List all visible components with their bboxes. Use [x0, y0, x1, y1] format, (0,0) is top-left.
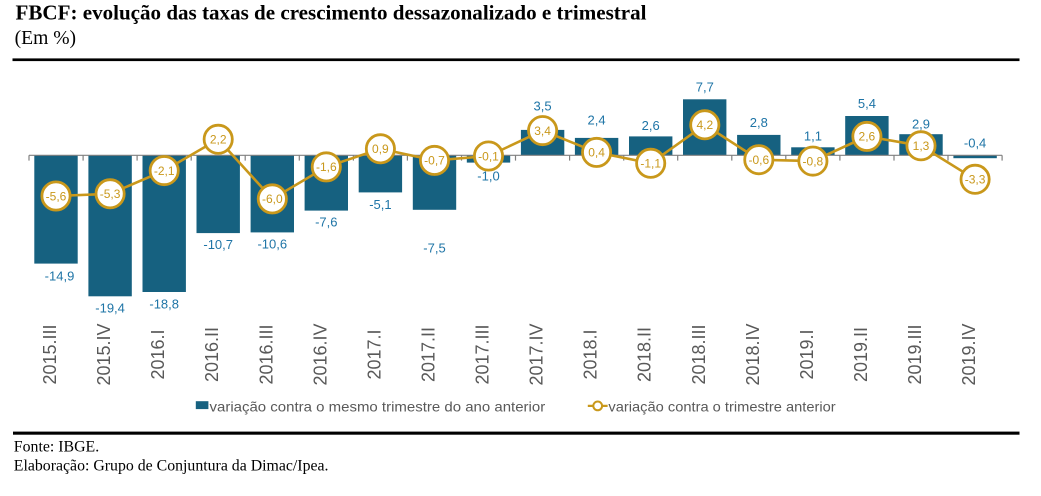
svg-text:2019.III: 2019.III	[905, 324, 925, 384]
svg-text:2,8: 2,8	[750, 115, 768, 130]
svg-text:Fonte: IBGE.: Fonte: IBGE.	[14, 439, 99, 456]
svg-text:-18,8: -18,8	[149, 296, 179, 311]
svg-text:4,2: 4,2	[696, 118, 713, 132]
svg-text:-6,0: -6,0	[262, 192, 283, 206]
svg-text:-5,6: -5,6	[46, 189, 67, 203]
svg-text:2018.I: 2018.I	[581, 329, 601, 379]
svg-text:-3,3: -3,3	[965, 173, 986, 187]
svg-text:-7,5: -7,5	[423, 240, 445, 255]
svg-text:3,4: 3,4	[534, 124, 551, 138]
svg-text:2019.I: 2019.I	[797, 329, 817, 379]
svg-text:2015.IV: 2015.IV	[94, 323, 114, 385]
svg-text:2,6: 2,6	[859, 130, 876, 144]
svg-text:2,9: 2,9	[912, 117, 930, 132]
svg-text:2016.I: 2016.I	[148, 329, 168, 379]
svg-text:2017.IV: 2017.IV	[527, 323, 547, 385]
svg-text:-0,1: -0,1	[478, 149, 499, 163]
svg-text:5,4: 5,4	[858, 96, 876, 111]
svg-text:-5,1: -5,1	[369, 197, 391, 212]
svg-text:Elaboração: Grupo de Conjuntur: Elaboração: Grupo de Conjuntura da Dimac…	[14, 458, 329, 475]
svg-text:0,4: 0,4	[588, 146, 605, 160]
svg-text:2,2: 2,2	[210, 133, 227, 147]
svg-text:2018.II: 2018.II	[635, 327, 655, 382]
svg-text:2015.III: 2015.III	[40, 324, 60, 384]
svg-text:2,6: 2,6	[642, 118, 660, 133]
svg-text:2018.III: 2018.III	[689, 324, 709, 384]
svg-text:2017.I: 2017.I	[364, 329, 384, 379]
svg-text:FBCF: evolução das taxas de cr: FBCF: evolução das taxas de crescimento …	[16, 0, 647, 24]
svg-text:-2,1: -2,1	[154, 164, 175, 178]
svg-text:-19,4: -19,4	[95, 300, 125, 315]
svg-text:2019.IV: 2019.IV	[959, 323, 979, 385]
svg-text:1,3: 1,3	[913, 139, 930, 153]
svg-text:7,7: 7,7	[696, 80, 714, 95]
svg-text:2016.II: 2016.II	[202, 327, 222, 382]
svg-text:-14,9: -14,9	[45, 268, 75, 283]
svg-text:-1,6: -1,6	[316, 160, 337, 174]
svg-text:-10,7: -10,7	[203, 237, 233, 252]
svg-text:-1,1: -1,1	[640, 157, 661, 171]
svg-text:2,4: 2,4	[588, 113, 606, 128]
svg-text:(Em %): (Em %)	[15, 27, 77, 49]
svg-text:0,9: 0,9	[372, 142, 389, 156]
svg-text:-7,6: -7,6	[315, 214, 337, 229]
svg-text:2018.IV: 2018.IV	[743, 323, 763, 385]
svg-text:3,5: 3,5	[534, 98, 552, 113]
svg-text:-10,6: -10,6	[257, 236, 287, 251]
svg-text:2016.IV: 2016.IV	[310, 323, 330, 385]
svg-text:variação contra o mesmo trimes: variação contra o mesmo trimestre do ano…	[210, 398, 546, 414]
svg-text:2017.II: 2017.II	[419, 327, 439, 382]
svg-text:2017.III: 2017.III	[473, 324, 493, 384]
svg-text:-0,7: -0,7	[424, 154, 445, 168]
svg-text:2019.II: 2019.II	[851, 327, 871, 382]
svg-text:1,1: 1,1	[804, 129, 822, 144]
svg-text:variação contra o trimestre an: variação contra o trimestre anterior	[608, 398, 836, 414]
svg-text:-0,6: -0,6	[748, 153, 769, 167]
svg-text:-1,0: -1,0	[477, 168, 499, 183]
svg-text:-0,4: -0,4	[964, 135, 986, 150]
svg-text:2016.III: 2016.III	[256, 324, 276, 384]
svg-text:-5,3: -5,3	[100, 187, 121, 201]
svg-text:-0,8: -0,8	[803, 154, 824, 168]
